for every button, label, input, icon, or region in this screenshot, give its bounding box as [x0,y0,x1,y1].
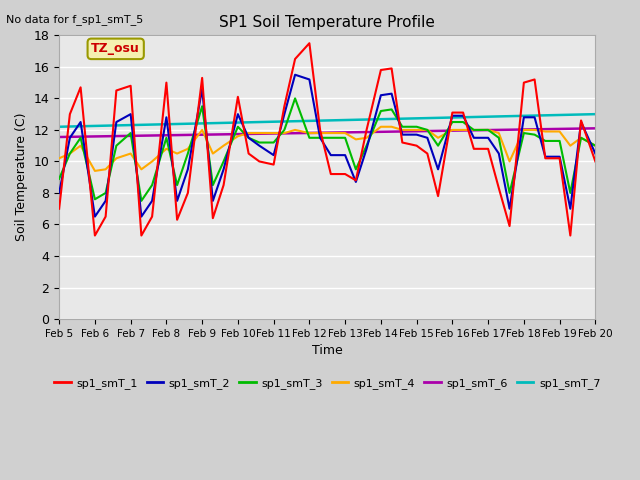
Title: SP1 Soil Temperature Profile: SP1 Soil Temperature Profile [220,15,435,30]
Y-axis label: Soil Temperature (C): Soil Temperature (C) [15,113,28,241]
Text: No data for f_sp1_smT_5: No data for f_sp1_smT_5 [6,14,143,25]
Text: TZ_osu: TZ_osu [92,42,140,55]
X-axis label: Time: Time [312,344,342,357]
Legend: sp1_smT_1, sp1_smT_2, sp1_smT_3, sp1_smT_4, sp1_smT_6, sp1_smT_7: sp1_smT_1, sp1_smT_2, sp1_smT_3, sp1_smT… [50,373,605,393]
